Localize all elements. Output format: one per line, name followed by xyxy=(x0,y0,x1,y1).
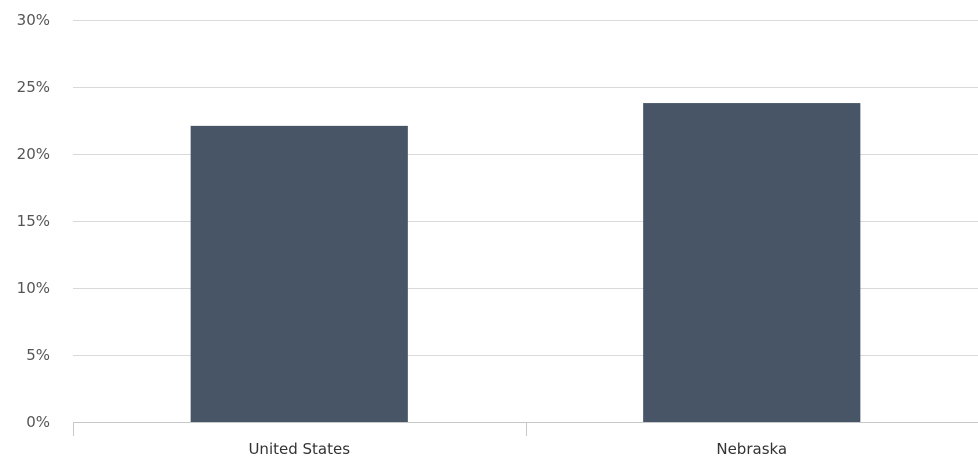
y-tick-label: 25% xyxy=(17,78,50,96)
y-tick-label: 0% xyxy=(26,413,50,431)
x-tick-label: Nebraska xyxy=(716,440,787,458)
y-axis-ticks: 0% 5% 10% 15% 20% 25% 30% xyxy=(17,11,50,431)
x-tick-label: United States xyxy=(248,440,350,458)
x-axis: United States Nebraska xyxy=(73,422,978,458)
y-tick-label: 10% xyxy=(17,279,50,297)
y-tick-label: 5% xyxy=(26,346,50,364)
bar-nebraska[interactable] xyxy=(643,103,861,422)
y-tick-label: 30% xyxy=(17,11,50,29)
y-tick-label: 20% xyxy=(17,145,50,163)
bars xyxy=(190,103,861,423)
bar-united-states[interactable] xyxy=(190,125,408,423)
y-tick-label: 15% xyxy=(17,212,50,230)
